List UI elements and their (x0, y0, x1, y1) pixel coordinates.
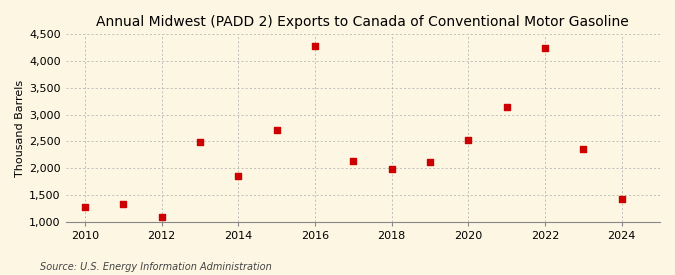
Point (117, 202, 128, 206)
Text: Source: U.S. Energy Information Administration: Source: U.S. Energy Information Administ… (40, 262, 272, 272)
Point (348, 159, 358, 163)
Title: Annual Midwest (PADD 2) Exports to Canada of Conventional Motor Gasoline: Annual Midwest (PADD 2) Exports to Canad… (97, 15, 629, 29)
Point (386, 167, 397, 171)
Point (463, 138, 474, 142)
Point (539, 46, 550, 50)
Point (233, 174, 244, 178)
Point (578, 147, 589, 151)
Point (616, 197, 627, 201)
Y-axis label: Thousand Barrels: Thousand Barrels (15, 79, 25, 177)
Point (502, 105, 512, 109)
Point (271, 127, 282, 132)
Point (156, 215, 167, 220)
Point (310, 43, 321, 48)
Point (80, 205, 90, 210)
Point (425, 160, 435, 164)
Point (194, 140, 205, 145)
